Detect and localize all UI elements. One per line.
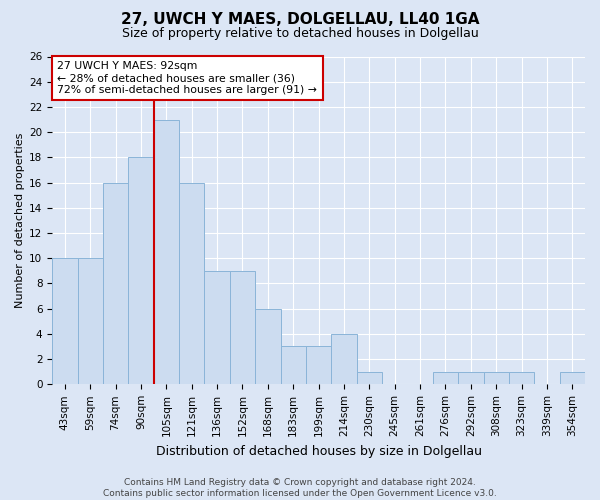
X-axis label: Distribution of detached houses by size in Dolgellau: Distribution of detached houses by size …	[155, 444, 482, 458]
Text: 27 UWCH Y MAES: 92sqm
← 28% of detached houses are smaller (36)
72% of semi-deta: 27 UWCH Y MAES: 92sqm ← 28% of detached …	[58, 62, 317, 94]
Bar	[484, 372, 509, 384]
Y-axis label: Number of detached properties: Number of detached properties	[15, 132, 25, 308]
Bar	[128, 158, 154, 384]
Bar	[255, 308, 281, 384]
Bar	[205, 271, 230, 384]
Bar	[331, 334, 356, 384]
Text: Size of property relative to detached houses in Dolgellau: Size of property relative to detached ho…	[122, 28, 478, 40]
Bar	[306, 346, 331, 385]
Bar	[154, 120, 179, 384]
Bar	[509, 372, 534, 384]
Text: Contains HM Land Registry data © Crown copyright and database right 2024.
Contai: Contains HM Land Registry data © Crown c…	[103, 478, 497, 498]
Bar	[281, 346, 306, 385]
Bar	[560, 372, 585, 384]
Bar	[356, 372, 382, 384]
Bar	[77, 258, 103, 384]
Bar	[179, 182, 205, 384]
Bar	[230, 271, 255, 384]
Bar	[458, 372, 484, 384]
Bar	[52, 258, 77, 384]
Bar	[433, 372, 458, 384]
Bar	[103, 182, 128, 384]
Text: 27, UWCH Y MAES, DOLGELLAU, LL40 1GA: 27, UWCH Y MAES, DOLGELLAU, LL40 1GA	[121, 12, 479, 28]
